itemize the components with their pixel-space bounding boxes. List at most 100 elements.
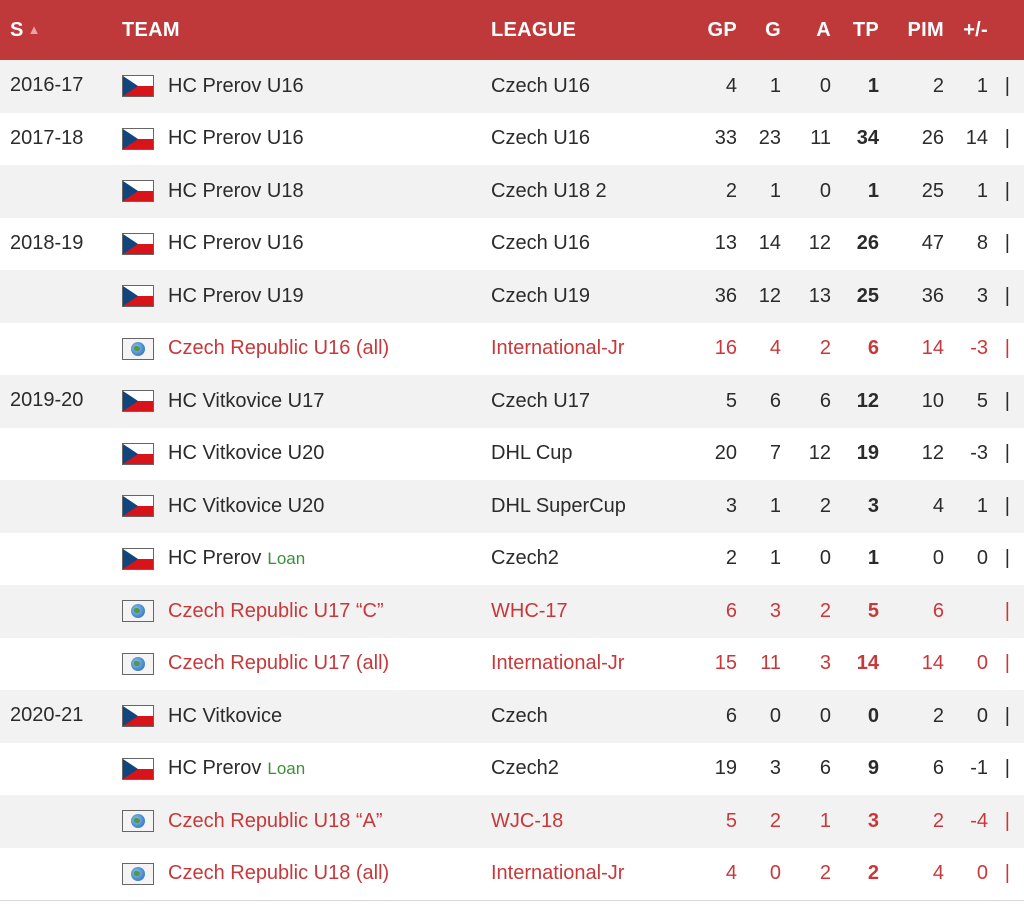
table-row[interactable]: Czech Republic U18 (all) International-J… xyxy=(0,847,1024,900)
season-cell: 2020-21 xyxy=(0,690,122,743)
table-row[interactable]: 2016-17 HC Prerov U16 Czech U16 4 1 0 1 … xyxy=(0,60,1024,113)
league-link[interactable]: International-Jr xyxy=(491,847,675,900)
plusminus-cell: 14 xyxy=(944,112,988,165)
season-cell: 2019-20 xyxy=(0,375,122,428)
season-column-header[interactable]: S ▲ xyxy=(0,0,122,60)
league-link[interactable]: International-Jr xyxy=(491,322,675,375)
team-cell: Czech Republic U17 “C” xyxy=(122,585,491,638)
sort-asc-icon[interactable]: ▲ xyxy=(27,21,41,37)
team-link[interactable]: Czech Republic U18 (all) xyxy=(168,862,390,885)
gp-cell: 13 xyxy=(675,217,737,270)
league-link[interactable]: Czech xyxy=(491,690,675,743)
table-row[interactable]: 2019-20 HC Vitkovice U17 Czech U17 5 6 6… xyxy=(0,375,1024,428)
league-link[interactable]: Czech U18 2 xyxy=(491,165,675,218)
league-link[interactable]: Czech2 xyxy=(491,532,675,585)
team-link[interactable]: HC Prerov xyxy=(168,757,262,780)
a-cell: 2 xyxy=(781,480,831,533)
tp-cell: 1 xyxy=(831,532,879,585)
team-link[interactable]: HC Prerov U16 xyxy=(168,232,304,255)
tp-cell: 6 xyxy=(831,322,879,375)
tp-cell: 34 xyxy=(831,112,879,165)
team-link[interactable]: Czech Republic U17 “C” xyxy=(168,599,384,622)
pim-column-header[interactable]: PIM xyxy=(907,18,944,41)
gp-cell: 5 xyxy=(675,375,737,428)
row-divider: | xyxy=(988,532,1024,585)
tp-cell: 19 xyxy=(831,427,879,480)
plusminus-cell: -3 xyxy=(944,322,988,375)
row-divider: | xyxy=(988,427,1024,480)
table-row[interactable]: Czech Republic U17 “C” WHC-17 6 3 2 5 6 … xyxy=(0,585,1024,638)
league-link[interactable]: Czech U19 xyxy=(491,270,675,323)
tp-cell: 1 xyxy=(831,60,879,113)
team-link[interactable]: HC Prerov U16 xyxy=(168,74,304,97)
league-link[interactable]: Czech U17 xyxy=(491,375,675,428)
gp-column-header[interactable]: GP xyxy=(707,18,737,41)
team-link[interactable]: Czech Republic U18 “A” xyxy=(168,809,383,832)
table-row[interactable]: Czech Republic U16 (all) International-J… xyxy=(0,322,1024,375)
team-link[interactable]: HC Vitkovice xyxy=(168,704,283,727)
czech-flag-icon xyxy=(122,547,154,570)
season-cell xyxy=(0,165,122,218)
league-link[interactable]: International-Jr xyxy=(491,637,675,690)
a-cell: 2 xyxy=(781,847,831,900)
g-cell: 2 xyxy=(737,795,781,848)
table-row[interactable]: HC Prerov Loan Czech2 2 1 0 1 0 0 | xyxy=(0,532,1024,585)
league-link[interactable]: Czech U16 xyxy=(491,112,675,165)
a-column-header[interactable]: A xyxy=(816,18,831,41)
table-row[interactable]: HC Prerov Loan Czech2 19 3 6 9 6 -1 | xyxy=(0,742,1024,795)
team-link[interactable]: HC Vitkovice U20 xyxy=(168,494,325,517)
league-column-header[interactable]: LEAGUE xyxy=(491,18,577,41)
row-divider: | xyxy=(988,847,1024,900)
tp-column-header[interactable]: TP xyxy=(852,18,879,41)
team-link[interactable]: Czech Republic U17 (all) xyxy=(168,652,390,675)
g-column-header[interactable]: G xyxy=(765,18,781,41)
pim-cell: 4 xyxy=(879,480,944,533)
team-link[interactable]: HC Prerov U18 xyxy=(168,179,304,202)
table-row[interactable]: Czech Republic U18 “A” WJC-18 5 2 1 3 2 … xyxy=(0,795,1024,848)
table-row[interactable]: HC Vitkovice U20 DHL Cup 20 7 12 19 12 -… xyxy=(0,427,1024,480)
team-link[interactable]: Czech Republic U16 (all) xyxy=(168,337,390,360)
czech-flag-icon xyxy=(122,232,154,255)
table-row[interactable]: HC Prerov U18 Czech U18 2 2 1 0 1 25 1 | xyxy=(0,165,1024,218)
table-row[interactable]: HC Vitkovice U20 DHL SuperCup 3 1 2 3 4 … xyxy=(0,480,1024,533)
league-link[interactable]: Czech U16 xyxy=(491,60,675,113)
league-link[interactable]: DHL SuperCup xyxy=(491,480,675,533)
row-divider: | xyxy=(988,585,1024,638)
a-cell: 6 xyxy=(781,742,831,795)
a-cell: 2 xyxy=(781,322,831,375)
pim-cell: 10 xyxy=(879,375,944,428)
league-link[interactable]: WHC-17 xyxy=(491,585,675,638)
a-cell: 1 xyxy=(781,795,831,848)
team-link[interactable]: HC Prerov U16 xyxy=(168,127,304,150)
season-cell: 2016-17 xyxy=(0,60,122,113)
row-divider: | xyxy=(988,637,1024,690)
gp-cell: 33 xyxy=(675,112,737,165)
league-link[interactable]: Czech U16 xyxy=(491,217,675,270)
plusminus-column-header[interactable]: +/- xyxy=(963,18,988,41)
plusminus-cell xyxy=(944,585,988,638)
team-link[interactable]: HC Vitkovice U20 xyxy=(168,442,325,465)
team-link[interactable]: HC Prerov U19 xyxy=(168,284,304,307)
plusminus-cell: -3 xyxy=(944,427,988,480)
table-row[interactable]: 2017-18 HC Prerov U16 Czech U16 33 23 11… xyxy=(0,112,1024,165)
team-cell: Czech Republic U17 (all) xyxy=(122,637,491,690)
row-divider: | xyxy=(988,742,1024,795)
czech-flag-icon xyxy=(122,75,154,98)
row-divider: | xyxy=(988,322,1024,375)
table-row[interactable]: 2020-21 HC Vitkovice Czech 6 0 0 0 2 0 | xyxy=(0,690,1024,743)
season-cell xyxy=(0,480,122,533)
row-divider: | xyxy=(988,480,1024,533)
pim-cell: 36 xyxy=(879,270,944,323)
team-link[interactable]: HC Vitkovice U17 xyxy=(168,389,325,412)
team-column-header[interactable]: TEAM xyxy=(122,18,180,41)
a-cell: 0 xyxy=(781,690,831,743)
table-row[interactable]: HC Prerov U19 Czech U19 36 12 13 25 36 3… xyxy=(0,270,1024,323)
league-link[interactable]: DHL Cup xyxy=(491,427,675,480)
table-row[interactable]: 2018-19 HC Prerov U16 Czech U16 13 14 12… xyxy=(0,217,1024,270)
league-link[interactable]: WJC-18 xyxy=(491,795,675,848)
league-link[interactable]: Czech2 xyxy=(491,742,675,795)
team-link[interactable]: HC Prerov xyxy=(168,547,262,570)
table-row[interactable]: Czech Republic U17 (all) International-J… xyxy=(0,637,1024,690)
team-cell: HC Prerov U16 xyxy=(122,217,491,270)
